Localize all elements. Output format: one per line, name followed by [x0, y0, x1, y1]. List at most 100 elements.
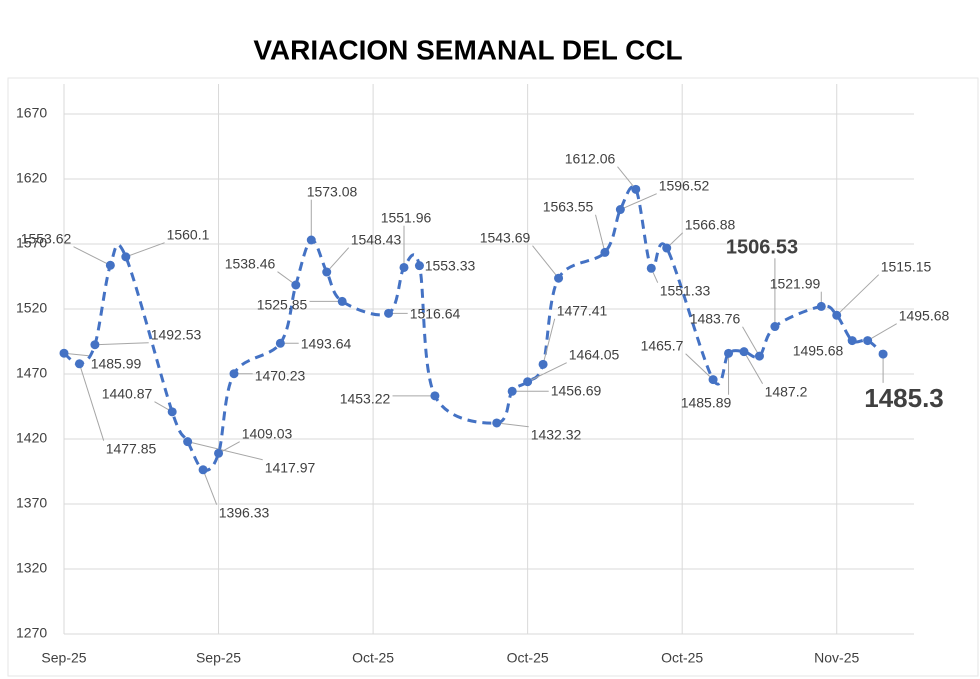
leader-line	[685, 353, 714, 380]
data-label: 1596.52	[659, 178, 710, 194]
x-tick-label: Sep-25	[196, 650, 241, 666]
marker	[739, 347, 749, 357]
y-tick-label: 1570	[16, 235, 47, 251]
data-label: 1470.23	[255, 368, 306, 384]
marker	[662, 243, 672, 253]
data-label: 1453.22	[340, 391, 391, 407]
data-label: 1506.53	[726, 236, 798, 258]
data-label: 1417.97	[265, 460, 316, 476]
data-label: 1396.33	[219, 505, 270, 521]
y-tick-label: 1420	[16, 430, 47, 446]
marker	[322, 267, 332, 277]
leader-line	[595, 214, 606, 253]
data-label: 1566.88	[685, 217, 736, 233]
leader-line	[202, 469, 218, 505]
marker	[754, 351, 764, 361]
marker	[90, 340, 100, 350]
leader-line	[125, 242, 165, 258]
y-tick-label: 1670	[16, 105, 47, 121]
data-label: 1483.76	[690, 311, 741, 327]
leader-line	[496, 422, 529, 428]
data-label: 1516.64	[410, 306, 461, 322]
data-labels: 1485.99 1477.85 1492.53 1553.62 1560.1 1440.8…	[21, 151, 950, 521]
leader-line	[542, 318, 556, 365]
leader-line	[187, 441, 263, 461]
marker	[631, 184, 641, 194]
marker	[198, 465, 208, 475]
data-label: 1538.46	[225, 256, 276, 272]
data-label: 1477.41	[557, 303, 608, 319]
leader-line	[527, 362, 567, 383]
y-tick-label: 1470	[16, 365, 47, 381]
x-tick-label: Oct-25	[507, 650, 549, 666]
marker	[878, 349, 888, 359]
marker	[337, 296, 347, 306]
marker	[538, 359, 548, 369]
marker	[384, 308, 394, 318]
marker	[523, 377, 533, 387]
marker	[847, 336, 857, 346]
data-label: 1477.85	[106, 441, 157, 457]
data-label: 1485.99	[91, 356, 142, 372]
marker	[399, 262, 409, 272]
marker	[430, 391, 440, 401]
marker	[105, 260, 115, 270]
data-label: 1551.96	[381, 210, 432, 226]
marker	[214, 448, 224, 458]
x-tick-label: Oct-25	[661, 650, 703, 666]
data-label: 1553.62	[21, 231, 72, 247]
data-label: 1521.99	[770, 276, 821, 292]
data-label: 1560.1	[167, 227, 210, 243]
y-tick-label: 1270	[16, 625, 47, 641]
marker	[306, 235, 316, 245]
data-label: 1495.68	[899, 308, 950, 324]
data-label: 1515.15	[881, 259, 932, 275]
data-label: 1492.53	[151, 327, 202, 343]
y-tick-label: 1370	[16, 495, 47, 511]
marker	[275, 338, 285, 348]
leader-line	[617, 166, 637, 190]
data-label: 1440.87	[102, 386, 153, 402]
data-label: 1465.7	[641, 338, 684, 354]
series-line	[63, 185, 885, 472]
marker	[708, 375, 718, 385]
data-label: 1487.2	[765, 384, 808, 400]
marker	[414, 261, 424, 271]
x-tick-label: Oct-25	[352, 650, 394, 666]
leader-line	[836, 274, 880, 316]
data-label: 1612.06	[565, 151, 616, 167]
data-label: 1456.69	[551, 383, 602, 399]
marker	[59, 348, 69, 358]
data-label: 1464.05	[569, 347, 620, 363]
y-tick-label: 1620	[16, 170, 47, 186]
data-label: 1563.55	[543, 199, 594, 215]
marker	[646, 263, 656, 273]
leader-line	[73, 246, 111, 266]
data-label: 1485.89	[681, 395, 732, 411]
leader-line	[867, 323, 897, 342]
marker	[724, 348, 734, 358]
leader-line	[620, 193, 657, 210]
marker	[291, 280, 301, 290]
chart-frame	[7, 77, 979, 677]
data-label: 1493.64	[301, 336, 352, 352]
marker	[863, 336, 873, 346]
leader-line	[326, 247, 350, 273]
leader-line	[94, 342, 149, 346]
marker	[74, 359, 84, 369]
marker	[167, 407, 177, 417]
marker	[600, 247, 610, 257]
data-label: 1432.32	[531, 427, 582, 443]
data-label: 1525.85	[257, 297, 308, 313]
marker	[832, 310, 842, 320]
leader-lines	[63, 166, 897, 505]
marker	[121, 252, 131, 262]
marker	[816, 301, 826, 311]
data-label: 1551.33	[660, 283, 711, 299]
marker	[492, 418, 502, 428]
data-label: 1409.03	[242, 426, 293, 442]
y-tick-label: 1520	[16, 300, 47, 316]
y-tick-label: 1320	[16, 560, 47, 576]
